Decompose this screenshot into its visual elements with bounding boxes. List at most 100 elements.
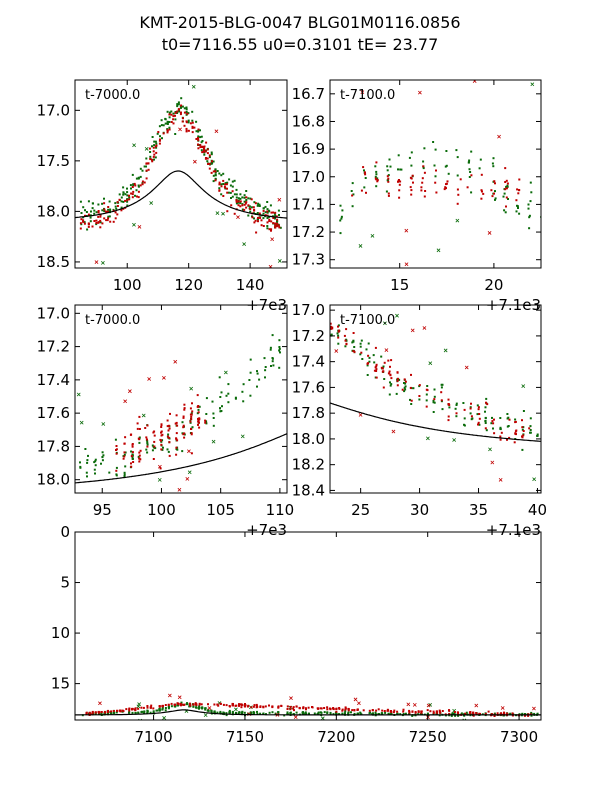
data-point [201,707,204,710]
data-point [199,129,201,132]
data-point [203,148,206,151]
data-point [164,709,167,712]
data-point [162,124,165,127]
outlier-point [98,701,102,706]
data-point [84,209,86,212]
data-point [408,712,411,715]
data-point [152,150,155,153]
data-point [395,392,398,395]
data-point [484,406,487,409]
data-point [463,712,466,715]
data-point [93,209,96,212]
outlier-point [189,386,194,391]
data-point [396,710,399,713]
data-point [529,200,532,203]
chart-panel-4: 25 30 35 40 17.0 17.2 17.4 17.6 17.8 18.0 18.2 18.4… [292,301,547,539]
data-point [91,711,94,714]
data-point [151,444,154,447]
data-point [402,713,405,715]
data-point [190,433,193,436]
data-point [131,456,134,459]
data-point [505,179,508,182]
outlier-point [436,248,441,253]
data-point [212,412,215,415]
data-point [226,210,229,213]
data-point [146,706,149,709]
outlier-point [530,82,535,87]
data-point [438,709,441,712]
data-point [433,401,436,404]
data-point [166,448,169,451]
data-point [277,224,280,227]
x-tick-label: 7250 [409,728,447,746]
x-tick-label: 20 [484,276,503,294]
data-point [389,374,392,377]
data-point [420,186,423,189]
data-point [529,181,532,184]
data-point [231,190,234,193]
data-point [138,454,141,457]
data-point [119,709,122,712]
data-point [471,417,474,420]
outlier-point [137,224,142,229]
data-point [404,712,407,715]
data-point [189,420,192,423]
data-point [450,714,453,717]
data-point [256,385,258,388]
data-point [198,706,201,709]
data-point [153,440,156,443]
data-point [434,181,437,184]
data-point [392,711,395,714]
data-point [397,180,399,183]
data-point [225,704,228,707]
data-point [399,168,402,171]
data-point [295,711,298,714]
data-point [418,395,421,397]
data-point [235,188,238,191]
data-point [435,191,438,194]
data-point [305,708,307,711]
data-point [239,197,242,200]
data-point [166,120,169,123]
data-point [202,147,205,150]
data-point [363,169,365,172]
data-point [441,710,444,712]
data-point [182,426,185,429]
data-point [445,150,448,152]
data-point [220,174,223,177]
data-point [123,451,126,454]
data-point [470,415,473,418]
data-point [390,359,393,362]
data-point [484,410,486,413]
data-point [263,357,266,360]
data-point [432,141,435,143]
data-point [378,713,380,716]
data-point [401,388,404,391]
data-point [94,472,96,475]
data-point [484,422,487,424]
data-point [505,185,508,188]
data-point [522,430,525,432]
data-point [243,203,246,206]
data-point [133,182,136,185]
data-point [212,180,215,183]
outlier-point [404,262,409,267]
data-point [168,121,171,123]
data-point [256,712,259,715]
data-point [536,434,539,437]
data-point [143,165,146,168]
data-point [515,210,518,213]
data-point [120,196,123,199]
data-point [227,401,230,404]
data-point [234,396,237,399]
data-point [116,205,119,207]
data-point [404,380,407,383]
data-point [118,198,121,201]
data-point [153,434,156,437]
data-point [144,427,147,429]
data-point [222,711,225,714]
data-point [82,220,85,223]
data-point [146,710,149,713]
data-point [410,193,413,196]
